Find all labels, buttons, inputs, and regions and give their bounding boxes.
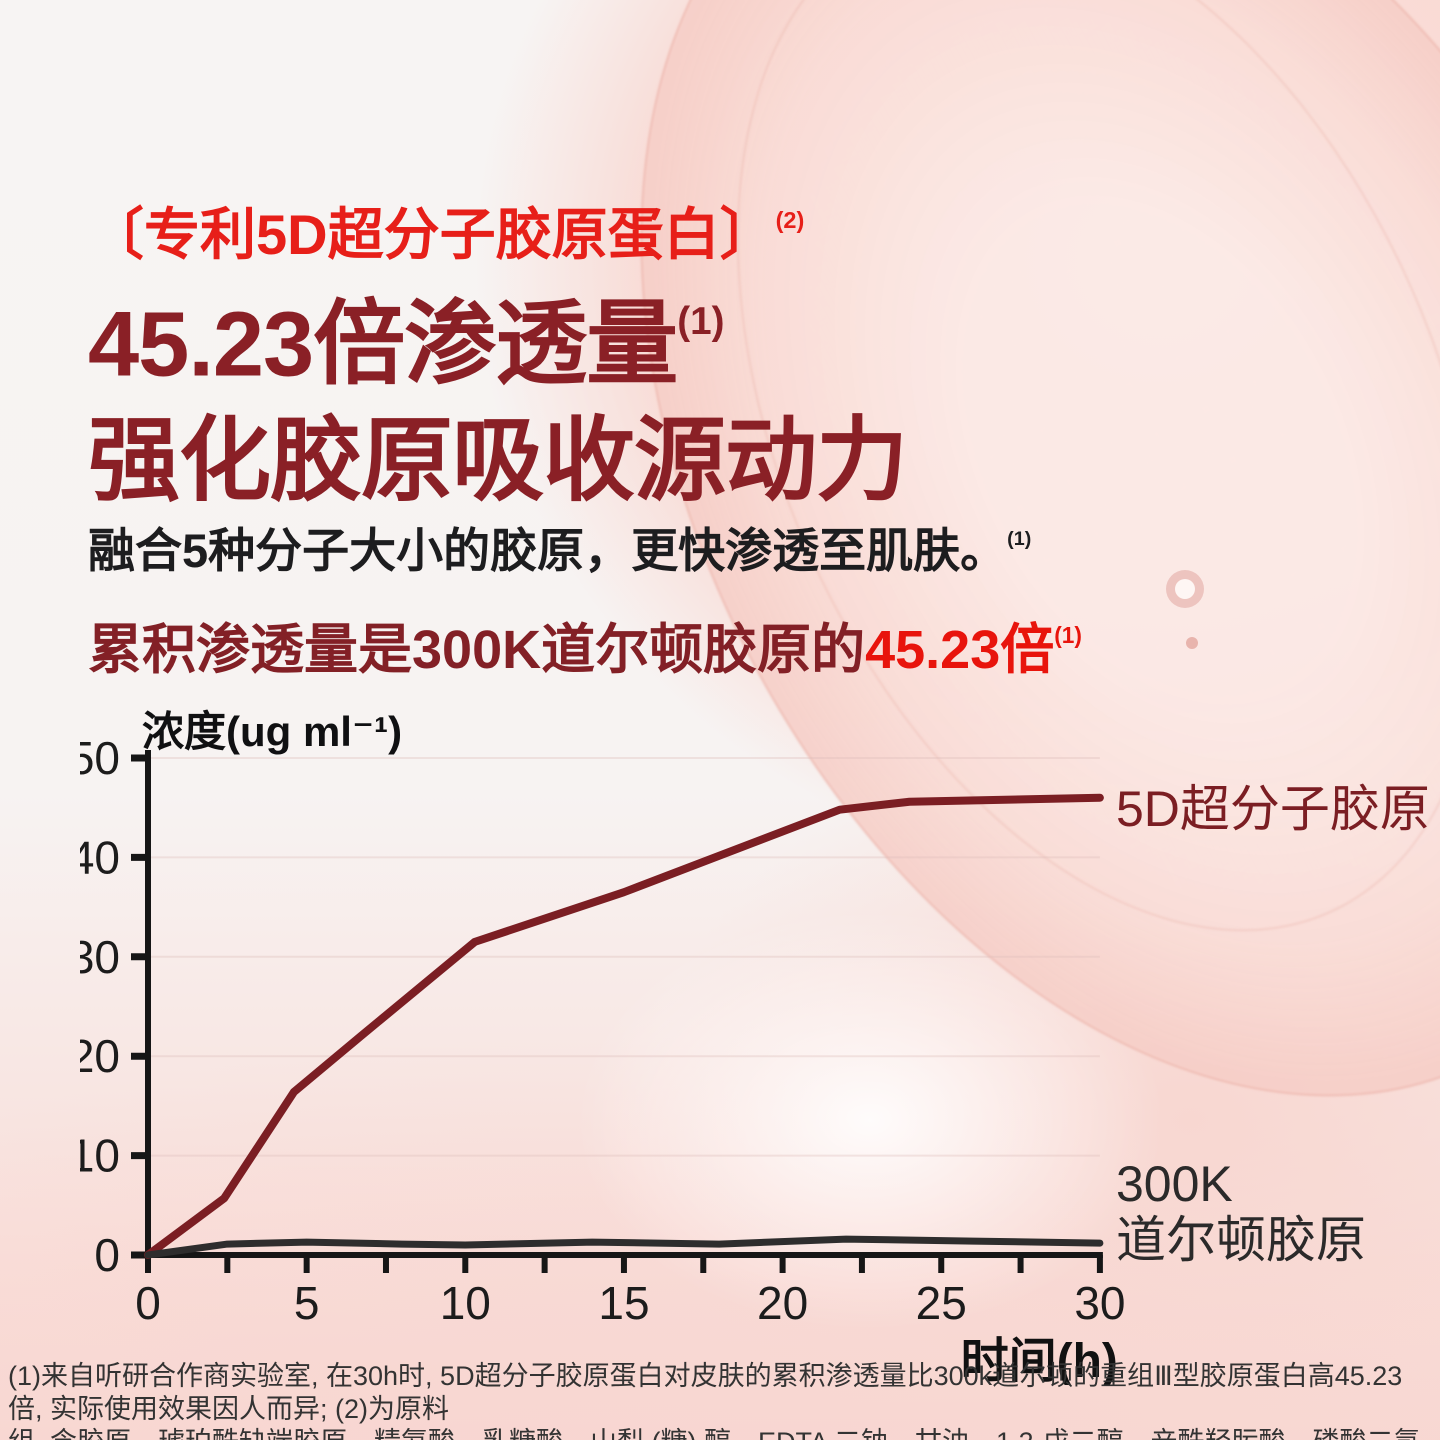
footnote-line2: 组, 含胶原、琥珀酰缺端胶原、精氨酸、乳糖酸、山梨 (糖) 醇、EDTA 二钠、… [8,1426,1434,1440]
patent-tag: 〔专利5D超分子胶原蛋白〕(2) [88,190,804,271]
series-line-5d-collagen [144,793,1104,1259]
y-tick-label: 10 [80,1130,120,1182]
subtitle-superscript: (1) [1007,528,1032,551]
patent-tag-text: 〔专利5D超分子胶原蛋白〕 [88,203,776,266]
penetration-line-chart: 0 10 20 30 40 50 0 5 10 15 20 25 30 时间(h) [80,735,1125,1385]
bubble-dot-icon [1186,637,1198,649]
series-line-300k-dalton [144,1235,1104,1259]
patent-tag-superscript: (2) [775,207,805,234]
y-tick-label: 20 [80,1030,120,1082]
footnote: (1)来自听研合作商实验室, 在30h时, 5D超分子胶原蛋白对皮肤的累积渗透量… [8,1360,1434,1440]
x-tick-label: 30 [1074,1277,1125,1329]
stat-line: 累积渗透量是300K道尔顿胶原的45.23倍(1) [88,605,1082,684]
bubble-icon [1166,570,1204,608]
y-tick-label: 0 [94,1229,120,1281]
headline: 45.23倍渗透量(1) 强化胶原吸收源动力 [88,274,908,519]
stat-value: 45.23倍 [865,620,1055,680]
legend-300k-line1: 300K [1116,1156,1233,1212]
x-tick-label: 20 [757,1277,808,1329]
y-tick-label: 50 [80,735,120,784]
stat-prefix: 累积渗透量是300K道尔顿胶原的 [88,620,866,680]
y-tick-label: 40 [80,831,120,883]
y-tick-label: 30 [80,931,120,983]
headline-line1: 45.23倍渗透量(1) [88,274,907,403]
x-tick-label: 10 [440,1277,491,1329]
headline-line1-text: 45.23倍渗透量 [88,293,678,396]
footnote-line1: (1)来自听研合作商实验室, 在30h时, 5D超分子胶原蛋白对皮肤的累积渗透量… [8,1361,1403,1424]
x-axis-title: 时间(h) [961,1335,1118,1385]
stat-superscript: (1) [1054,622,1082,649]
subtitle: 融合5种分子大小的胶原，更快渗透至肌肤。(1) [88,512,1031,581]
y-axis-title: 浓度(ug ml⁻¹) [142,708,403,755]
x-tick-label: 15 [598,1277,649,1329]
headline-line1-superscript: (1) [677,300,725,344]
x-tick-label: 5 [294,1277,320,1329]
legend-5d-collagen: 5D超分子胶原 [1116,781,1430,837]
legend-300k-dalton: 300K 道尔顿胶原 [1116,1156,1366,1268]
legend-300k-line2: 道尔顿胶原 [1116,1212,1366,1268]
headline-line2: 强化胶原吸收源动力 [88,409,908,512]
x-tick-label: 0 [135,1277,161,1329]
x-tick-label: 25 [916,1277,967,1329]
subtitle-text: 融合5种分子大小的胶原，更快渗透至肌肤。 [88,524,1008,577]
